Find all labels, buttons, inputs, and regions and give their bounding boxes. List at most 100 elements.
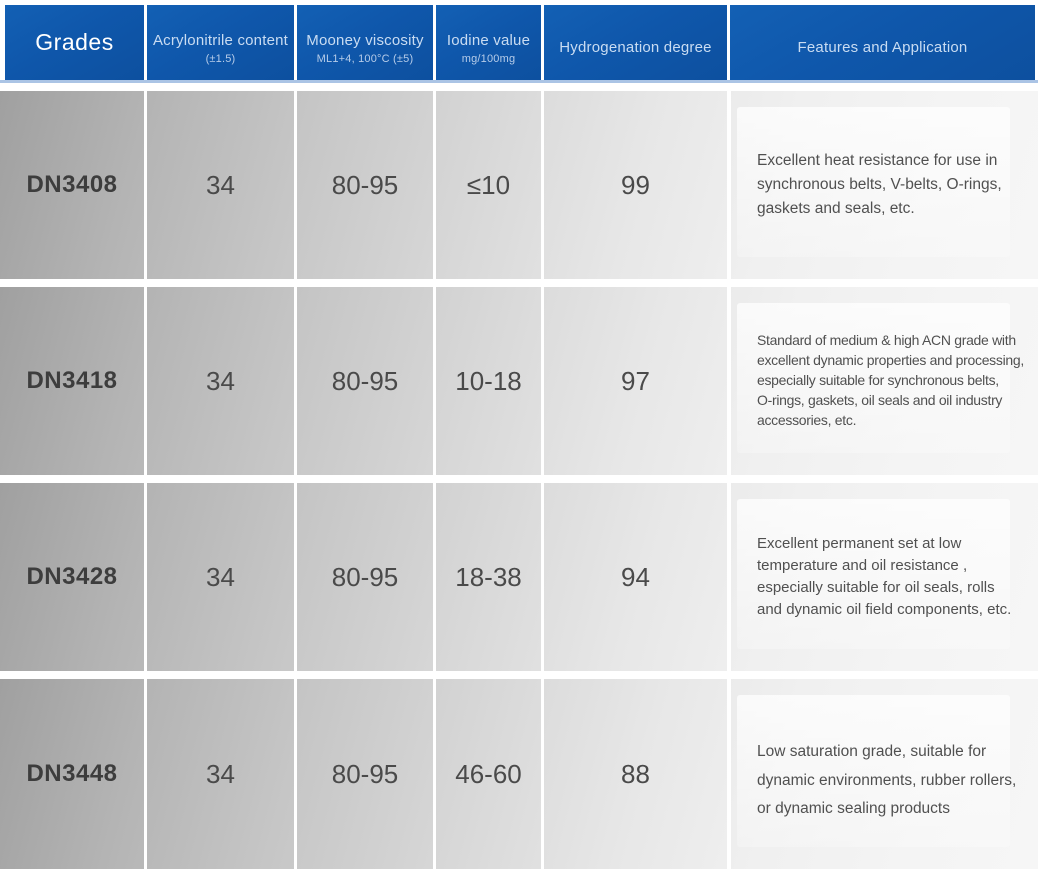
features-line: Excellent permanent set at low [757,534,962,552]
iodine-cell: 10-18 [436,287,541,475]
acrylonitrile-header-sub: (±1.5) [205,52,236,65]
table-row: DN3428 34 80-95 18-38 94 Excellent perma… [0,483,1038,671]
column-divider [144,483,147,671]
column-divider [144,287,147,475]
features-header-label: Features and Application [797,39,968,57]
mooney-value: 80-95 [331,758,399,789]
features-line: excellent dynamic properties and process… [757,352,1024,369]
column-header-features-application: Features and Application [730,5,1035,80]
mooney-cell: 80-95 [297,287,433,475]
iodine-cell: 46-60 [436,679,541,869]
grade-value: DN3428 [26,563,118,590]
features-line: especially suitable for synchronous belt… [757,372,999,389]
grade-cell: DN3408 [0,91,144,279]
acrylonitrile-header-label: Acrylonitrile content [152,32,289,50]
column-divider [727,483,731,671]
column-divider [727,91,731,279]
acrylonitrile-value: 34 [206,365,235,396]
features-line: temperature and oil resistance , [757,556,968,574]
column-divider [541,483,544,671]
hydrogenation-value: 97 [621,365,650,396]
grade-cell: DN3448 [0,679,144,869]
mooney-cell: 80-95 [297,679,433,869]
iodine-value: ≤10 [466,169,511,200]
mooney-header-sub: ML1+4, 100°C (±5) [316,52,414,65]
table-row: DN3448 34 80-95 46-60 88 Low saturation … [0,679,1038,869]
acrylonitrile-cell: 34 [147,91,294,279]
acrylonitrile-value: 34 [206,758,235,789]
column-divider [144,91,147,279]
features-line: synchronous belts, V-belts, O-rings, [757,175,1002,193]
grade-value: DN3448 [26,760,118,787]
features-text: Standard of medium & high ACN grade with… [757,331,1024,430]
column-divider [541,91,544,279]
table-row: DN3408 34 80-95 ≤10 99 Excellent heat re… [0,91,1038,279]
column-header-acrylonitrile-content: Acrylonitrile content (±1.5) [147,5,294,80]
iodine-value: 46-60 [455,758,522,789]
column-divider [433,483,436,671]
features-line: especially suitable for oil seals, rolls [757,579,995,596]
acrylonitrile-cell: 34 [147,287,294,475]
grades-header-label: Grades [35,29,114,55]
iodine-cell: ≤10 [436,91,541,279]
grade-value: DN3418 [26,367,118,394]
table-header-band: Grades Acrylonitrile content (±1.5) Moon… [0,5,1038,83]
column-header-hydrogenation-degree: Hydrogenation degree [544,5,727,80]
mooney-value: 80-95 [331,365,399,396]
column-divider [541,679,544,869]
column-divider [294,91,297,279]
features-cell: Excellent permanent set at low temperatu… [731,483,1038,671]
mooney-value: 80-95 [331,169,399,200]
features-line: gaskets and seals, etc. [757,200,915,217]
acrylonitrile-value: 34 [206,561,235,592]
iodine-header-label: Iodine value [446,32,531,50]
iodine-cell: 18-38 [436,483,541,671]
column-divider [727,287,731,475]
hydrogenation-header-label: Hydrogenation degree [559,39,712,57]
column-header-mooney-viscosity: Mooney viscosity ML1+4, 100°C (±5) [297,5,433,80]
column-divider [294,483,297,671]
acrylonitrile-cell: 34 [147,483,294,671]
column-divider [144,679,147,869]
features-cell: Standard of medium & high ACN grade with… [731,287,1038,475]
table-row: DN3418 34 80-95 10-18 97 Standard of med… [0,287,1038,475]
column-divider [433,91,436,279]
hydrogenation-cell: 88 [544,679,727,869]
mooney-header-label: Mooney viscosity [306,32,424,50]
grade-cell: DN3428 [0,483,144,671]
grade-cell: DN3418 [0,287,144,475]
features-cell: Excellent heat resistance for use in syn… [731,91,1038,279]
features-line: O-rings, gaskets, oil seals and oil indu… [757,391,1003,408]
table-header-row: Grades Acrylonitrile content (±1.5) Moon… [5,5,1035,80]
column-divider [433,287,436,475]
column-divider [294,287,297,475]
features-cell: Low saturation grade, suitable for dynam… [731,679,1038,869]
mooney-cell: 80-95 [297,483,433,671]
column-divider [433,679,436,869]
column-header-iodine-value: Iodine value mg/100mg [436,5,541,80]
hydrogenation-cell: 99 [544,91,727,279]
features-line: accessories, etc. [757,411,857,428]
hydrogenation-value: 94 [621,561,650,592]
acrylonitrile-cell: 34 [147,679,294,869]
hydrogenation-value: 88 [621,758,650,789]
features-text: Excellent permanent set at low temperatu… [757,533,1011,622]
hydrogenation-value: 99 [621,169,650,200]
features-line: and dynamic oil field components, etc. [757,601,1012,619]
iodine-header-sub: mg/100mg [461,52,516,65]
features-line: dynamic environments, rubber rollers, [757,771,1017,789]
features-line: or dynamic sealing products [757,800,950,818]
iodine-value: 10-18 [455,365,522,396]
column-divider [294,679,297,869]
column-header-grades: Grades [5,5,144,80]
acrylonitrile-value: 34 [206,169,235,200]
iodine-value: 18-38 [455,561,522,592]
grade-value: DN3408 [26,171,118,198]
table-body: DN3408 34 80-95 ≤10 99 Excellent heat re… [0,91,1038,869]
features-text: Low saturation grade, suitable for dynam… [757,738,1016,824]
features-line: Low saturation grade, suitable for [757,742,987,760]
hydrogenation-cell: 94 [544,483,727,671]
mooney-cell: 80-95 [297,91,433,279]
column-divider [541,287,544,475]
